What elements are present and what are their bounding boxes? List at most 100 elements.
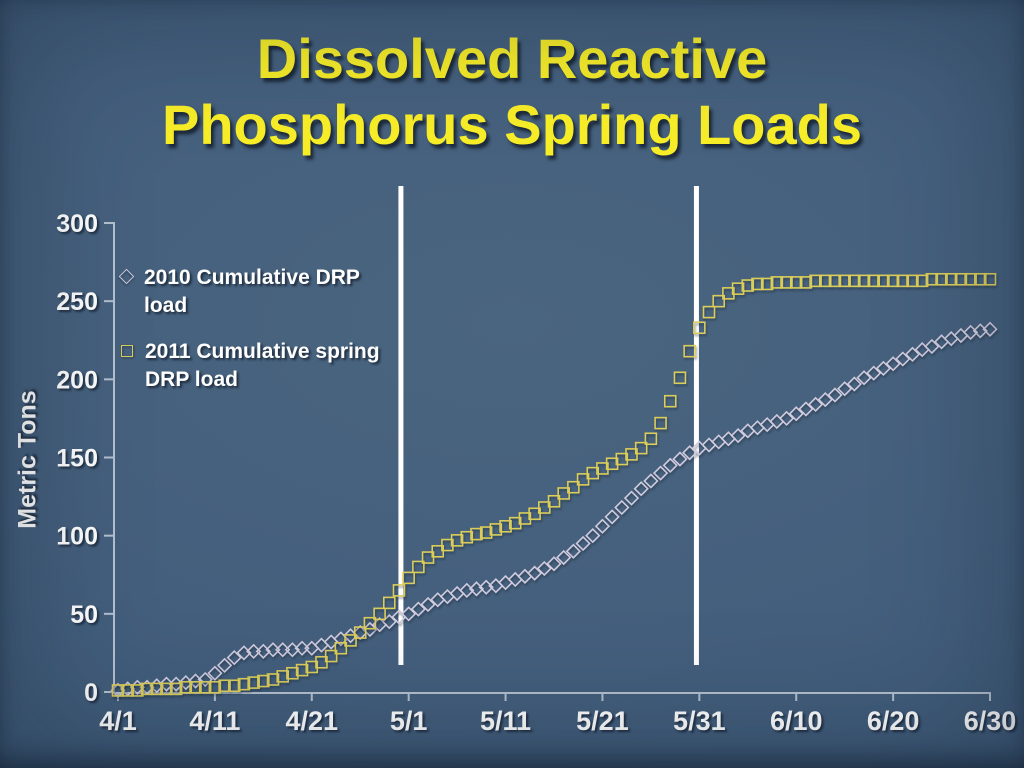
square-data-point xyxy=(683,344,696,358)
square-data-point xyxy=(673,371,687,385)
square-data-point xyxy=(489,523,503,536)
diamond-data-point xyxy=(846,376,862,392)
square-data-point xyxy=(857,274,871,288)
square-data-point xyxy=(654,416,667,430)
diamond-data-point xyxy=(275,642,291,658)
y-tick-label: 150 xyxy=(56,445,98,473)
diamond-data-point xyxy=(362,621,378,638)
diamond-data-point xyxy=(730,427,746,444)
diamond-data-point xyxy=(546,556,562,572)
diamond-data-point xyxy=(294,640,310,656)
diamond-data-point xyxy=(885,356,901,372)
square-data-point xyxy=(169,682,183,696)
square-data-point xyxy=(848,274,861,288)
square-data-point xyxy=(160,682,173,696)
diamond-data-point xyxy=(972,323,988,339)
square-data-point xyxy=(363,616,377,630)
square-data-point xyxy=(198,681,212,694)
square-data-point xyxy=(944,272,958,286)
square-data-point xyxy=(131,684,144,697)
square-data-point xyxy=(140,682,154,696)
square-data-point xyxy=(722,287,735,300)
diamond-data-point xyxy=(420,596,436,613)
square-data-point xyxy=(760,277,774,291)
diamond-data-point xyxy=(875,360,892,377)
diamond-data-point xyxy=(807,396,824,412)
diamond-data-point xyxy=(149,678,165,694)
square-data-point xyxy=(499,519,512,533)
diamond-data-point xyxy=(236,645,252,661)
square-data-point xyxy=(479,526,493,539)
square-data-point xyxy=(867,274,881,288)
diamond-data-point xyxy=(478,579,494,595)
square-data-point xyxy=(470,527,483,541)
series-2010 xyxy=(110,321,998,699)
square-data-point xyxy=(693,321,706,335)
x-tick-label: 5/1 xyxy=(390,706,428,736)
square-data-point xyxy=(189,681,202,694)
diamond-data-point xyxy=(904,346,921,362)
diamond-data-point xyxy=(565,543,582,559)
square-data-point xyxy=(751,277,764,291)
square-data-point xyxy=(111,684,125,697)
x-tick-label: 6/20 xyxy=(867,706,920,736)
diamond-data-point xyxy=(226,649,242,666)
square-data-point xyxy=(935,272,948,286)
x-tick-label: 6/30 xyxy=(964,706,1017,736)
diamond-data-point xyxy=(895,351,911,367)
diamond-data-point xyxy=(536,560,552,577)
square-data-point xyxy=(334,641,348,655)
square-data-point xyxy=(586,466,600,480)
diamond-data-point xyxy=(837,381,853,397)
diamond-data-point xyxy=(575,535,591,552)
square-data-point xyxy=(915,274,929,288)
square-data-point xyxy=(925,272,939,286)
square-data-point xyxy=(179,681,193,694)
diamond-data-point xyxy=(381,614,397,630)
square-data-point xyxy=(121,684,134,697)
square-data-point xyxy=(286,666,299,680)
diamond-data-point xyxy=(962,324,979,341)
square-data-point xyxy=(402,571,415,585)
x-tick-label: 4/1 xyxy=(99,706,137,736)
square-data-point xyxy=(353,626,367,639)
y-tick-label: 300 xyxy=(56,210,98,238)
square-data-point xyxy=(208,681,222,694)
square-data-point xyxy=(964,272,977,286)
square-marker-icon xyxy=(121,344,133,357)
diamond-data-point xyxy=(526,565,543,581)
x-tick-label: 5/11 xyxy=(480,706,531,736)
slide-title: Dissolved Reactive Phosphorus Spring Loa… xyxy=(0,26,1024,158)
square-data-point xyxy=(373,607,386,621)
diamond-data-point xyxy=(672,451,688,467)
square-data-point xyxy=(247,676,260,689)
square-data-point xyxy=(741,279,755,292)
diamond-data-point xyxy=(410,601,426,617)
diamond-data-point xyxy=(827,387,843,403)
y-tick-label: 100 xyxy=(56,523,98,551)
square-data-point xyxy=(799,276,813,289)
square-data-point xyxy=(596,462,609,475)
diamond-data-point xyxy=(614,499,630,516)
square-data-point xyxy=(877,274,890,288)
diamond-data-point xyxy=(982,321,998,337)
y-tick-label: 0 xyxy=(84,679,98,707)
diamond-data-point xyxy=(798,401,814,417)
square-data-point xyxy=(906,274,919,288)
square-data-point xyxy=(344,634,357,647)
diamond-data-point xyxy=(284,642,301,658)
x-tick-label: 5/31 xyxy=(673,706,726,736)
diamond-data-point xyxy=(468,581,485,597)
square-data-point xyxy=(218,679,231,693)
diamond-data-point xyxy=(207,665,223,681)
diamond-data-point xyxy=(817,392,833,408)
square-data-point xyxy=(392,584,406,597)
diamond-data-point xyxy=(778,410,795,427)
square-data-point xyxy=(634,441,648,455)
square-data-point xyxy=(974,272,987,286)
square-data-point xyxy=(712,294,726,308)
x-tick-label: 6/10 xyxy=(770,706,823,736)
square-data-point xyxy=(702,305,716,319)
square-data-point xyxy=(838,274,851,288)
